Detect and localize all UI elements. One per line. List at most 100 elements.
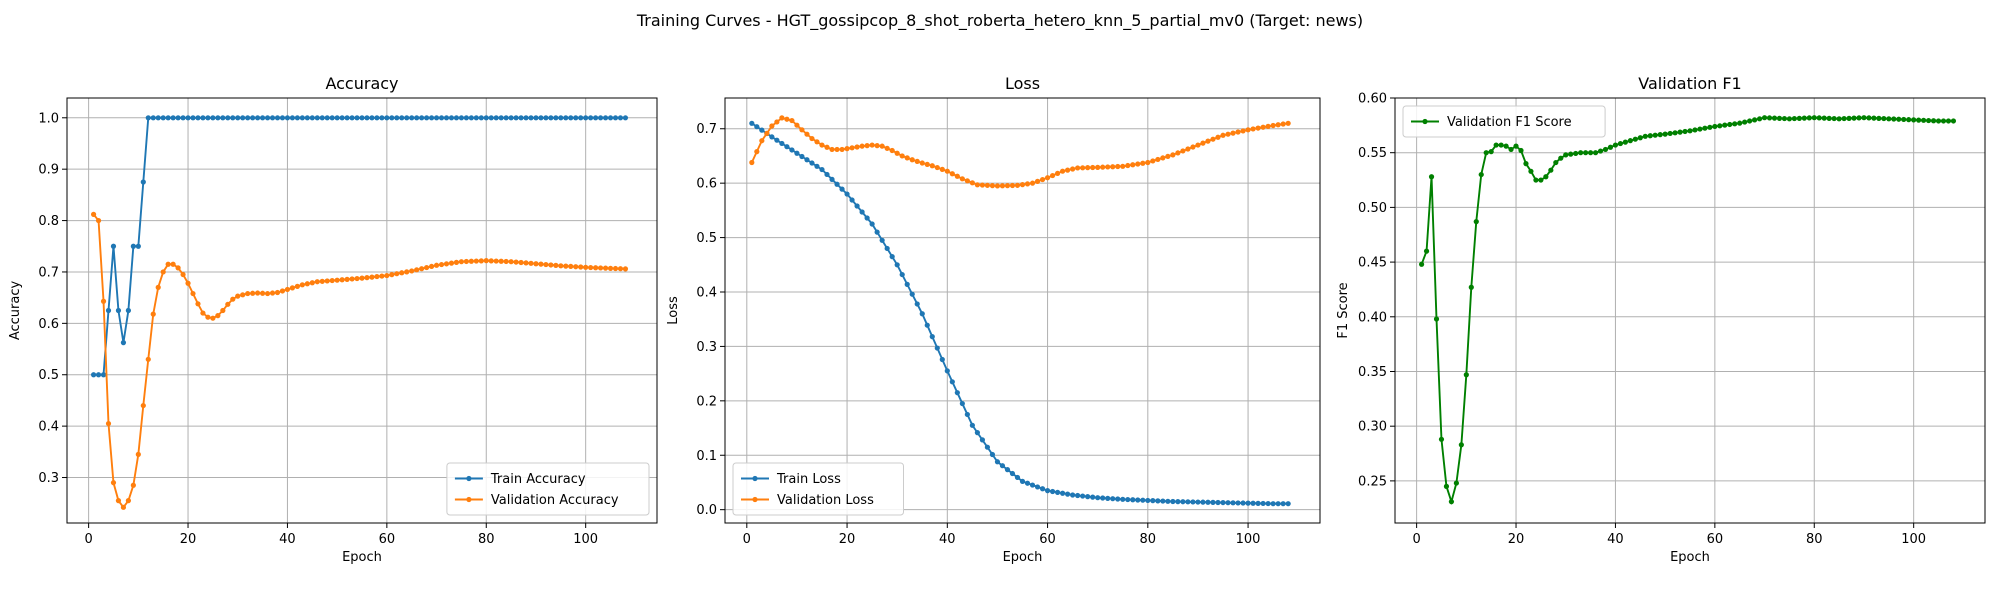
data-point: [1225, 131, 1231, 137]
data-point: [1642, 133, 1648, 139]
data-point: [1265, 123, 1271, 129]
data-point: [409, 115, 415, 121]
data-point: [125, 498, 131, 504]
data-point: [1009, 182, 1016, 189]
data-point: [225, 115, 231, 121]
data-point: [279, 288, 286, 294]
data-point: [1930, 118, 1937, 124]
data-point: [1627, 138, 1633, 144]
data-point: [314, 115, 320, 121]
data-point: [1652, 132, 1658, 138]
data-point: [1677, 129, 1683, 135]
data-point: [419, 115, 425, 121]
y-tick-label: 0.3: [696, 340, 717, 355]
data-point: [1085, 494, 1091, 500]
data-point: [1766, 115, 1773, 121]
data-point: [1861, 115, 1867, 121]
x-tick-label: 40: [279, 532, 296, 547]
data-point: [1657, 132, 1663, 138]
x-tick-label: 80: [1140, 532, 1157, 547]
data-point: [145, 356, 151, 362]
y-tick-label: 0.50: [1358, 201, 1387, 216]
data-point: [1841, 115, 1847, 122]
data-point: [929, 334, 935, 340]
data-point: [1811, 115, 1817, 121]
data-point: [1463, 372, 1469, 378]
data-point: [130, 482, 136, 488]
data-point: [384, 272, 390, 279]
data-point: [369, 115, 375, 121]
data-point: [1881, 115, 1887, 122]
data-point: [1245, 127, 1251, 133]
data-point: [553, 262, 559, 268]
data-point: [759, 138, 765, 144]
data-point: [879, 237, 885, 243]
data-point: [1029, 180, 1036, 186]
y-tick-label: 0.35: [1358, 365, 1387, 380]
data-point: [1090, 164, 1096, 171]
x-tick-label: 40: [939, 532, 956, 547]
data-point: [255, 115, 261, 121]
data-point: [984, 444, 991, 450]
data-point: [1448, 499, 1455, 505]
chart-panel-1: 0 20 40 60 80 100 0.3 0.4 0.5 0.6 0.7 0.8 0.9 1.0 Accu…: [8, 74, 658, 565]
data-point: [299, 282, 305, 288]
data-point: [959, 400, 965, 407]
series-1: [749, 120, 1291, 507]
data-point: [354, 115, 360, 121]
data-point: [215, 115, 221, 121]
y-tick-label: 0.25: [1358, 474, 1387, 489]
data-point: [379, 115, 385, 121]
data-point: [150, 115, 156, 121]
data-point: [419, 266, 425, 272]
data-point: [1029, 482, 1036, 488]
data-point: [834, 146, 840, 153]
data-point: [170, 261, 176, 267]
series-1: [90, 115, 629, 378]
data-point: [135, 451, 141, 457]
axes-frame: [724, 97, 1321, 524]
data-point: [1433, 316, 1440, 322]
data-point: [1285, 120, 1291, 126]
data-point: [1220, 499, 1226, 506]
x-tick-label: 100: [1901, 532, 1926, 547]
data-point: [329, 277, 335, 284]
data-point: [1165, 153, 1171, 159]
data-point: [1617, 140, 1624, 147]
data-point: [1940, 118, 1947, 124]
data-point: [794, 150, 800, 156]
data-point: [150, 311, 156, 317]
data-point: [259, 115, 266, 121]
data-point: [1727, 121, 1733, 128]
data-point: [1866, 115, 1872, 121]
data-point: [1085, 165, 1091, 171]
data-point: [1180, 499, 1186, 505]
data-point: [804, 131, 810, 137]
data-point: [414, 267, 420, 273]
data-point: [1752, 117, 1758, 123]
data-point: [1578, 150, 1584, 156]
data-point: [225, 301, 231, 307]
chart-title: Loss: [1005, 74, 1040, 93]
data-point: [523, 115, 529, 121]
legend-label: Train Loss: [776, 472, 841, 487]
data-point: [354, 275, 360, 282]
data-point: [468, 115, 474, 121]
x-tick-label: 80: [1806, 532, 1823, 547]
x-tick-label: 0: [1412, 532, 1420, 547]
data-point: [463, 115, 469, 121]
data-point: [1513, 143, 1519, 149]
data-point: [1115, 163, 1121, 170]
data-point: [1270, 122, 1276, 129]
data-point: [120, 504, 127, 510]
data-point: [1019, 478, 1026, 484]
data-point: [478, 115, 484, 121]
data-point: [1468, 284, 1474, 290]
data-point: [473, 115, 479, 121]
data-point: [90, 211, 97, 217]
legend-box: [732, 462, 904, 516]
data-point: [180, 271, 186, 278]
data-point: [909, 291, 915, 297]
x-tick-label: 20: [180, 532, 197, 547]
